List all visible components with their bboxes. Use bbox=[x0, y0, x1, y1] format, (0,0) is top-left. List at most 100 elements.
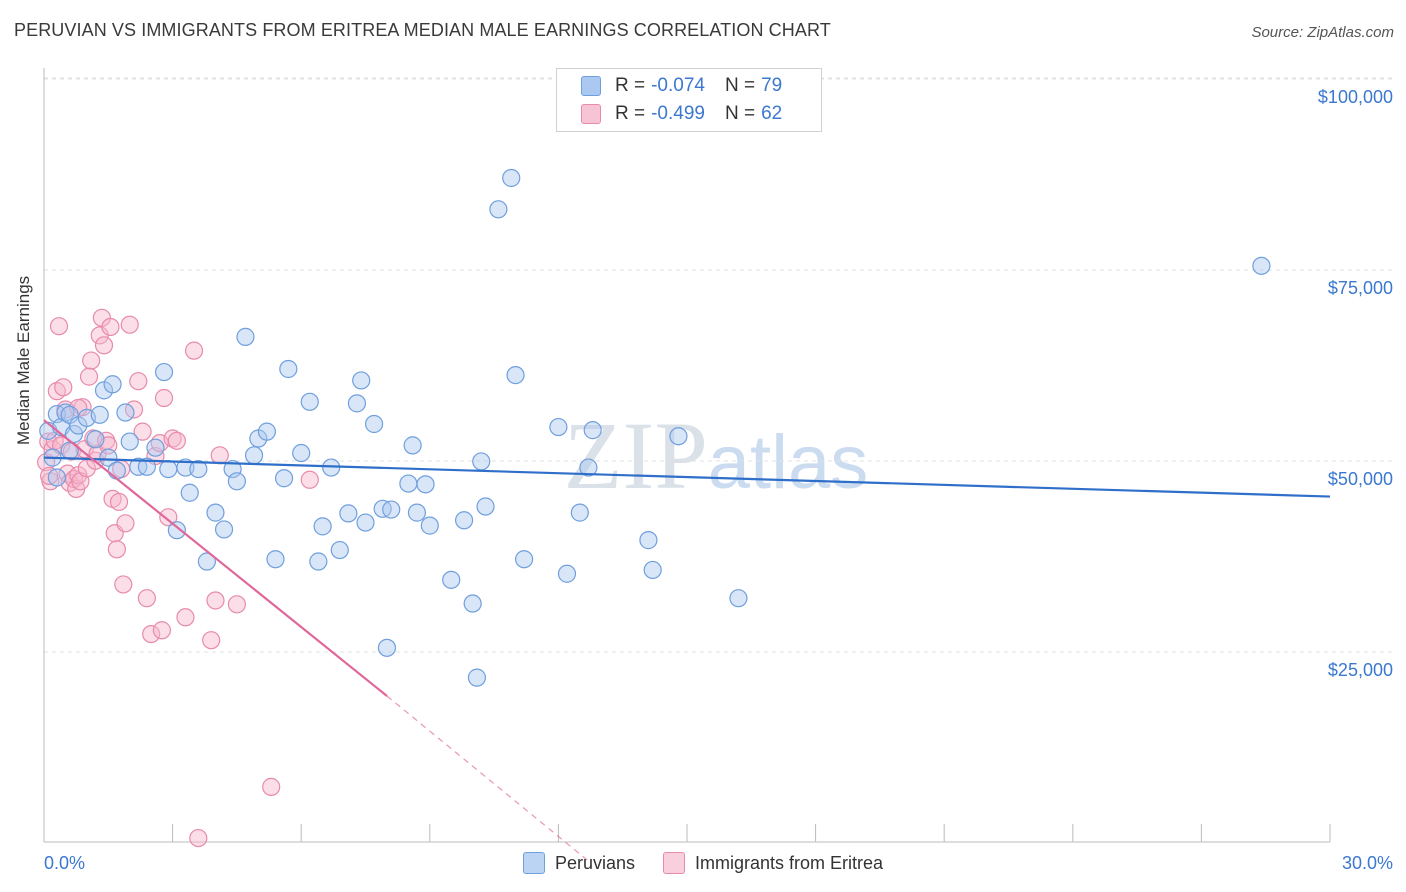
peruvian-point bbox=[167, 521, 186, 540]
eritrea-trend-line bbox=[43, 419, 388, 697]
legend-item-peruvians[interactable]: Peruvians bbox=[522, 852, 635, 874]
legend-row-eritrea: R = -0.499 N = 62 bbox=[581, 101, 782, 127]
peruvian-point bbox=[583, 421, 602, 440]
legend-n-label: N = bbox=[724, 103, 756, 124]
peruvian-point bbox=[442, 570, 461, 589]
watermark: ZIPatlas bbox=[564, 402, 869, 509]
x-tick-label-max: 30.0% bbox=[1342, 853, 1393, 873]
legend-row-peruvians: R = -0.074 N = 79 bbox=[581, 73, 782, 99]
legend-item-eritrea[interactable]: Immigrants from Eritrea bbox=[663, 852, 883, 874]
peruvian-point bbox=[313, 517, 332, 536]
peruvian-point bbox=[669, 427, 688, 446]
legend-r-label: R = bbox=[615, 103, 646, 124]
legend-r-label: R = bbox=[615, 75, 646, 96]
peruvian-point bbox=[364, 414, 384, 434]
peruvian-point bbox=[416, 475, 435, 494]
eritrea-point bbox=[82, 351, 101, 370]
peruvian-point bbox=[403, 436, 422, 455]
eritrea-point bbox=[227, 595, 246, 614]
eritrea-point bbox=[94, 336, 114, 355]
eritrea-point bbox=[40, 466, 59, 486]
source-label: Source: ZipAtlas.com bbox=[1251, 24, 1394, 41]
eritrea-point bbox=[176, 608, 195, 627]
eritrea-point bbox=[120, 315, 139, 334]
peruvian-point bbox=[309, 552, 328, 571]
peruvian-point bbox=[382, 500, 401, 519]
peruvian-point bbox=[377, 638, 397, 657]
eritrea-point bbox=[189, 828, 208, 848]
peruvian-point bbox=[454, 511, 474, 530]
peruvian-point bbox=[515, 550, 534, 569]
peruvian-point bbox=[729, 589, 748, 608]
eritrea-point bbox=[137, 589, 156, 608]
eritrea-point bbox=[133, 422, 152, 441]
y-tick-labels: $25,000 $50,000 $75,000 $100,000 bbox=[1318, 87, 1393, 680]
eritrea-trend-extension bbox=[386, 695, 589, 862]
eritrea-point bbox=[167, 431, 186, 450]
peruvian-point bbox=[399, 474, 418, 493]
peruvian-point bbox=[107, 461, 126, 480]
eritrea-point bbox=[114, 575, 133, 594]
peruvian-point bbox=[197, 552, 216, 571]
peruvian-point bbox=[154, 362, 174, 382]
peruvian-point bbox=[476, 497, 495, 516]
eritrea-point bbox=[184, 341, 204, 360]
eritrea-point bbox=[116, 514, 135, 533]
legend-n-value: 79 bbox=[761, 75, 783, 96]
series-legend: Peruvians Immigrants from Eritrea bbox=[0, 852, 1406, 874]
legend-r-value: -0.074 bbox=[651, 75, 705, 96]
peruvian-point bbox=[274, 469, 294, 488]
peruvian-point bbox=[206, 503, 225, 522]
legend-swatch-blue bbox=[581, 76, 601, 96]
eritrea-point bbox=[142, 624, 161, 644]
legend-label: Peruvians bbox=[554, 852, 635, 873]
eritrea-point bbox=[49, 317, 69, 336]
peruvian-point bbox=[356, 513, 375, 532]
peruvian-point bbox=[467, 668, 487, 687]
y-axis-label: Median Male Earnings bbox=[14, 275, 33, 445]
peruvian-point bbox=[549, 417, 568, 437]
peruvian-point bbox=[257, 422, 277, 441]
peruvian-point bbox=[227, 472, 246, 491]
peruvian-point bbox=[279, 359, 298, 379]
peruvian-point bbox=[300, 392, 319, 411]
eritrea-points bbox=[37, 308, 319, 848]
peruvian-point bbox=[120, 432, 139, 451]
legend-swatch-blue bbox=[522, 852, 545, 874]
peruvian-point bbox=[244, 446, 264, 465]
legend-swatch-pink bbox=[663, 852, 685, 874]
legend-r-value: -0.499 bbox=[651, 103, 705, 124]
eritrea-point bbox=[109, 492, 129, 512]
eritrea-point bbox=[129, 372, 148, 391]
peruvian-point bbox=[137, 457, 156, 476]
peruvian-point bbox=[99, 448, 118, 467]
legend-swatch-pink bbox=[581, 104, 601, 124]
gridlines bbox=[44, 77, 1392, 653]
eritrea-point bbox=[152, 621, 171, 640]
y-tick-label: $25,000 bbox=[1328, 660, 1393, 680]
peruvian-point bbox=[1252, 256, 1271, 275]
peruvian-point bbox=[236, 327, 255, 346]
peruvian-point bbox=[116, 403, 135, 422]
eritrea-point bbox=[262, 777, 281, 796]
eritrea-point bbox=[159, 508, 178, 527]
peruvian-point bbox=[579, 458, 598, 477]
peruvian-point bbox=[86, 430, 105, 449]
peruvian-point bbox=[347, 394, 367, 413]
chart-title: PERUVIAN VS IMMIGRANTS FROM ERITREA MEDI… bbox=[14, 20, 831, 40]
eritrea-point bbox=[154, 388, 174, 408]
eritrea-point bbox=[206, 591, 225, 610]
correlation-legend: R = -0.074 N = 79 R = -0.499 N = 62 bbox=[556, 68, 822, 132]
peruvian-point bbox=[352, 371, 371, 390]
peruvian-point bbox=[266, 550, 285, 569]
eritrea-point bbox=[107, 540, 126, 559]
eritrea-point bbox=[202, 631, 221, 650]
x-tick-label-min: 0.0% bbox=[44, 853, 85, 873]
peruvian-point bbox=[506, 365, 525, 385]
y-tick-label: $100,000 bbox=[1318, 87, 1393, 107]
eritrea-point bbox=[101, 317, 120, 337]
eritrea-point bbox=[300, 470, 319, 489]
eritrea-point bbox=[210, 446, 229, 465]
y-tick-label: $75,000 bbox=[1328, 278, 1393, 298]
trend-lines bbox=[43, 419, 1331, 862]
